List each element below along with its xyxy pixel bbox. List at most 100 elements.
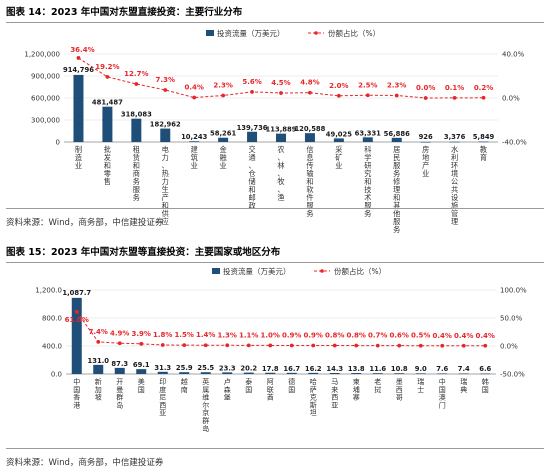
bar-data-label: 58,261 (210, 130, 236, 138)
share-data-label: 5.6% (242, 78, 261, 86)
figure-15-source-rule (6, 448, 544, 449)
bar-data-label: 13.8 (348, 365, 365, 373)
share-data-label: 2.3% (213, 81, 232, 89)
share-data-label: 0.6% (390, 332, 409, 340)
category-label: 居民服务修理和其他服务 (393, 145, 400, 234)
category-label: 越南 (181, 377, 188, 394)
bar (218, 137, 229, 142)
share-point (225, 343, 230, 348)
bar-data-label: 1,087.7 (62, 289, 91, 297)
bar (420, 141, 431, 143)
share-point (163, 88, 168, 92)
share-point (418, 343, 423, 348)
bar (179, 372, 190, 374)
right-axis-tick-label: 0.0% (500, 343, 518, 351)
share-point (192, 95, 197, 100)
share-data-label: 0.2% (474, 84, 493, 92)
legend-line-label: 份额占比（%） (334, 266, 386, 276)
left-axis-tick-label: 0 (56, 139, 60, 147)
bar-data-label: 10,243 (181, 133, 207, 141)
bar (391, 137, 402, 142)
legend-bar-swatch (212, 268, 220, 274)
bar-data-label: 926 (419, 133, 433, 141)
category-label: 房地产业 (422, 145, 429, 178)
bar-data-label: 5,849 (473, 133, 495, 141)
share-point (96, 339, 101, 344)
category-label: 金融业 (220, 145, 227, 170)
share-point (394, 93, 399, 98)
bar (480, 373, 491, 375)
share-data-label: 1.0% (261, 331, 280, 339)
legend-bar-label: 投资流量（万美元） (223, 266, 291, 276)
bar (136, 369, 147, 374)
share-data-label: 2.3% (387, 81, 406, 89)
right-axis-tick-label: 0.0% (502, 95, 520, 103)
bar (478, 141, 489, 143)
bar (449, 141, 460, 143)
category-label: 老挝 (374, 377, 381, 394)
right-axis-tick-label: -50.0% (500, 371, 525, 379)
bar (93, 364, 104, 374)
figure-14-title: 图表 14：2023 年中国对东盟直接投资：主要行业分布 (6, 7, 243, 18)
share-point (117, 341, 122, 346)
category-label: 科学研究和技术服务 (364, 145, 371, 218)
share-point (452, 95, 457, 100)
category-label: 卢森堡 (224, 377, 231, 402)
share-point (332, 343, 337, 348)
category-label: 德国 (288, 377, 295, 394)
bar (329, 372, 340, 374)
share-data-label: 19.2% (95, 63, 119, 71)
bar (71, 297, 82, 374)
share-data-label: 2.5% (358, 81, 377, 89)
left-axis-tick-label: 400.0 (42, 343, 62, 351)
bar-data-label: 6.6 (479, 365, 491, 373)
legend-line-marker (320, 269, 324, 273)
bar-data-label: 11.6 (369, 365, 386, 373)
category-label: 阿联酋 (267, 377, 274, 402)
share-point (365, 93, 370, 98)
bar-data-label: 182,962 (150, 121, 181, 129)
figure-14-source-rule (6, 208, 544, 209)
right-axis-tick-label: 40.0% (502, 51, 525, 59)
left-axis-tick-label: 0.0 (51, 371, 62, 379)
left-axis-tick-label: 900,000 (31, 73, 60, 81)
bar-data-label: 914,796 (63, 66, 94, 74)
bar (308, 372, 319, 374)
bar-data-label: 49,025 (326, 130, 352, 138)
bar-data-label: 16.7 (283, 365, 300, 373)
figure-14-title-rule (6, 22, 544, 23)
share-point (76, 56, 81, 60)
bar-data-label: 87.3 (111, 360, 128, 368)
category-label: 新加坡 (95, 377, 102, 402)
bar-data-label: 31.3 (154, 364, 171, 372)
bar-data-label: 131.0 (88, 357, 110, 365)
bar (189, 141, 200, 142)
category-label: 墨西哥 (396, 378, 403, 402)
share-data-label: 1.4% (196, 331, 215, 339)
share-point (483, 343, 488, 348)
share-data-label: 36.4% (70, 46, 94, 54)
bar-data-label: 7.6 (436, 365, 448, 373)
category-label: 开曼群岛 (116, 378, 123, 409)
share-point (268, 343, 273, 348)
bar (160, 128, 171, 142)
share-data-label: 2.0% (329, 82, 348, 90)
share-data-label: 3.9% (132, 330, 151, 338)
bar (243, 372, 254, 374)
category-label: 瑞典 (460, 377, 467, 394)
bar-data-label: 7.4 (458, 365, 470, 373)
bar-data-label: 10.8 (391, 365, 408, 373)
share-point (182, 343, 187, 348)
share-data-label: 12.7% (124, 70, 148, 78)
bar (222, 372, 233, 374)
share-data-label: 4.9% (110, 329, 129, 337)
bar (333, 138, 344, 142)
figure-15-title: 图表 15：2023 年中国对东盟等直接投资：主要国家或地区分布 (6, 247, 281, 258)
category-label: 印度尼西亚 (159, 378, 166, 417)
category-label: 柬埔寨 (353, 378, 360, 402)
bar-data-label: 56,886 (384, 130, 410, 138)
share-point (289, 343, 294, 348)
legend-line-label: 份额占比（%） (328, 28, 380, 38)
bar-data-label: 20.2 (240, 365, 257, 373)
share-data-label: 0.8% (347, 332, 366, 340)
